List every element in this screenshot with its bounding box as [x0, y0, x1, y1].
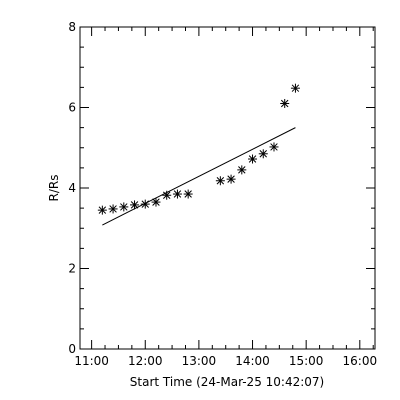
y-axis-label: R/Rs: [47, 175, 61, 202]
data-points: [97, 83, 300, 215]
data-point: [226, 174, 236, 184]
x-tick-label: 15:00: [289, 354, 324, 368]
data-point: [183, 189, 193, 199]
data-point: [215, 176, 225, 186]
data-point: [258, 149, 268, 159]
data-point: [119, 202, 129, 212]
data-point: [280, 98, 290, 108]
data-point: [290, 83, 300, 93]
x-tick-label: 11:00: [74, 354, 109, 368]
x-tick-label: 12:00: [128, 354, 163, 368]
data-point: [151, 197, 161, 207]
data-point: [108, 204, 118, 214]
data-point: [172, 189, 182, 199]
data-point: [140, 199, 150, 209]
y-axis: 0 2 4 6 8: [68, 20, 375, 356]
x-tick-label: 16:00: [343, 354, 378, 368]
fit-line: [102, 127, 296, 226]
x-axis: 11:00 12:00 13:00 14:00 15:00 16:00: [74, 27, 377, 368]
data-point: [162, 190, 172, 200]
y-tick-label: 2: [68, 262, 76, 276]
y-tick-label: 4: [68, 181, 76, 195]
data-point: [97, 205, 107, 215]
data-point: [237, 165, 247, 175]
x-tick-label: 14:00: [235, 354, 270, 368]
y-tick-label: 0: [68, 342, 76, 356]
data-point: [130, 200, 140, 210]
plot-frame: [79, 26, 376, 350]
y-tick-label: 6: [68, 101, 76, 115]
y-tick-label: 8: [68, 20, 76, 34]
x-tick-label: 13:00: [182, 354, 217, 368]
data-point: [248, 154, 258, 164]
x-axis-label: Start Time (24-Mar-25 10:42:07): [130, 375, 324, 389]
data-point: [269, 142, 279, 152]
